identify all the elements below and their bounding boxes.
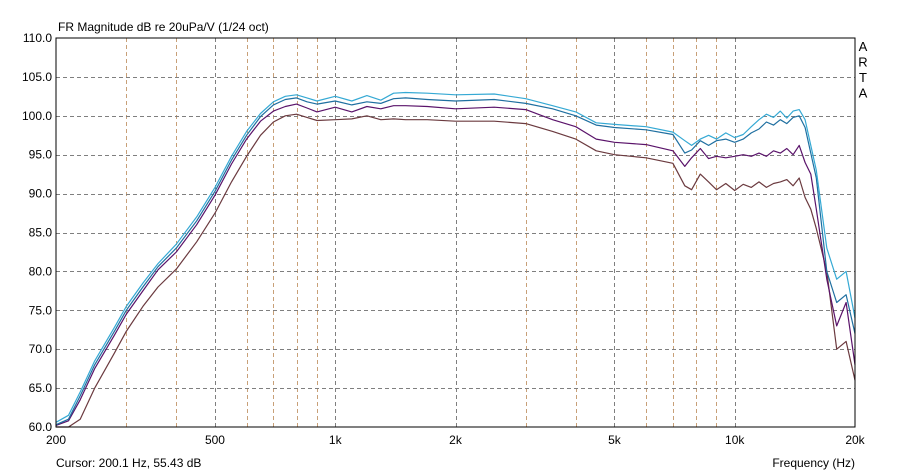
y-axis-ticks: 110.0 105.0 100.0 95.0 90.0 85.0 80.0 75.0 70.0 6… [22,31,52,434]
y-tick-label: 80.0 [29,264,53,278]
chart-title: FR Magnitude dB re 20uPa/V (1/24 oct) [58,20,269,34]
watermark-letter: A [859,39,868,54]
y-tick-label: 85.0 [29,226,53,240]
x-tick-label: 5k [608,433,622,447]
y-tick-label: 70.0 [29,342,53,356]
y-tick-label: 90.0 [29,187,53,201]
major-grid [56,38,855,427]
x-axis-label: Frequency (Hz) [772,456,855,470]
plot-frame [55,37,856,428]
series-line-2 [55,97,856,426]
x-tick-label: 500 [205,433,225,447]
y-tick-label: 65.0 [29,381,53,395]
y-tick-label: 95.0 [29,148,53,162]
x-tick-label: 10k [725,433,745,447]
series-layer [55,91,856,428]
y-tick-label: 100.0 [22,109,52,123]
y-tick-label: 110.0 [23,31,52,45]
y-tick-label: 105.0 [22,70,52,84]
watermark-letter: A [859,86,868,101]
series-line-4 [56,113,856,428]
series-line-1 [55,91,856,423]
watermark-letter: R [858,55,867,70]
y-tick-label: 75.0 [29,303,53,317]
minor-grid [126,38,717,427]
watermark-letter: T [859,70,867,85]
x-tick-label: 1k [329,433,343,447]
y-tick-label: 60.0 [29,420,53,434]
x-axis-ticks: 200 500 1k 2k 5k 10k 20k [46,433,866,447]
x-tick-label: 200 [46,433,66,447]
cursor-readout: Cursor: 200.1 Hz, 55.43 dB [56,456,201,470]
x-tick-label: 2k [449,433,463,447]
series-line-3 [55,103,856,426]
x-tick-label: 20k [845,433,865,447]
